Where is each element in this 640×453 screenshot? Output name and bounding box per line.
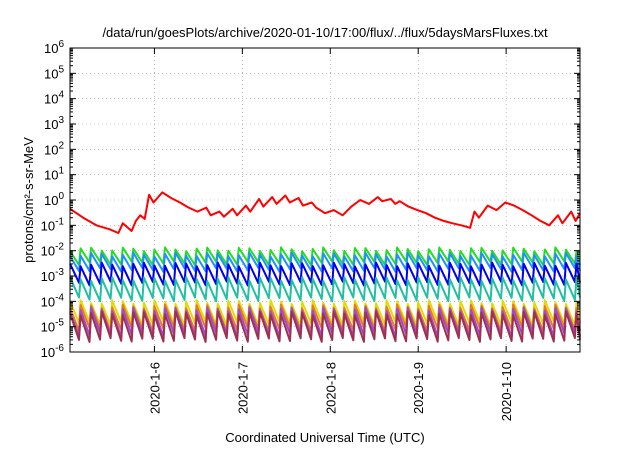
series-line — [69, 191, 581, 234]
y-tick-label: 10-5 — [41, 318, 65, 335]
y-axis-label: protons/cm²-s-sr-MeV — [21, 137, 36, 263]
y-tick-label: 100 — [44, 191, 64, 208]
series-line — [69, 303, 581, 333]
y-tick-label: 10-3 — [41, 267, 65, 284]
y-tick-label: 10-1 — [41, 216, 65, 233]
y-tick-label: 10-6 — [41, 343, 65, 360]
y-tick-label: 106 — [44, 39, 64, 56]
x-axis: 2020-1-6 2020-1-7 2020-1-8 2020-1-9 2020-1-1… — [147, 48, 514, 421]
y-tick-label: 101 — [44, 166, 64, 183]
y-tick-label: 10-4 — [41, 292, 65, 309]
series-line — [69, 299, 581, 327]
series-line — [69, 251, 581, 273]
chart-title: /data/run/goesPlots/archive/2020-01-10/1… — [102, 25, 548, 40]
x-axis-label: Coordinated Universal Time (UTC) — [225, 430, 424, 445]
y-tick-label: 10-2 — [41, 242, 65, 259]
series-line — [69, 261, 581, 287]
series-layer — [69, 191, 581, 343]
y-tick-label: 102 — [44, 140, 64, 157]
x-tick-label: 2020-1-7 — [235, 362, 250, 414]
x-tick-label: 2020-1-10 — [499, 362, 514, 421]
x-tick-label: 2020-1-9 — [411, 362, 426, 414]
y-tick-label: 105 — [44, 64, 64, 81]
x-tick-label: 2020-1-6 — [147, 362, 162, 414]
x-tick-label: 2020-1-8 — [323, 362, 338, 414]
series-line — [69, 276, 581, 303]
y-axis: 10-6 10-5 10-4 10-3 10-2 10-1 100 101 102 103 104 1… — [41, 39, 580, 360]
y-tick-label: 104 — [44, 90, 64, 107]
y-tick-label: 103 — [44, 115, 64, 132]
series-line — [69, 310, 581, 343]
series-line — [69, 246, 581, 267]
